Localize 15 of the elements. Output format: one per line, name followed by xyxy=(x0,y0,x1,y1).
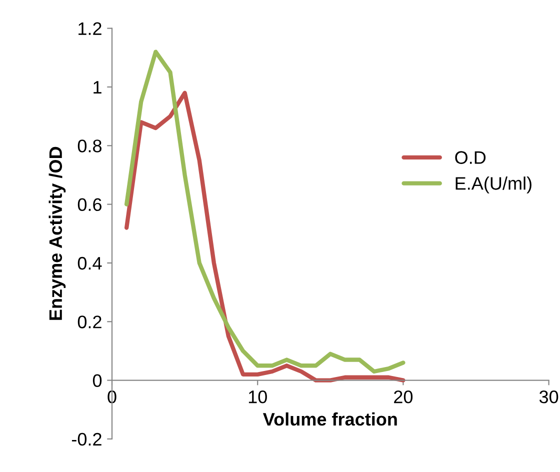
legend-label: O.D xyxy=(455,151,486,164)
x-tick-label: 30 xyxy=(539,390,558,404)
x-tick-label: 20 xyxy=(394,390,413,404)
y-tick-label: -0.2 xyxy=(72,432,102,446)
y-tick-label: 1 xyxy=(94,81,102,94)
y-tick-label: 0.2 xyxy=(78,316,102,328)
y-axis-title: Enzyme Activity /OD xyxy=(48,146,66,320)
x-tick-label: 10 xyxy=(248,390,267,404)
y-tick-label: 0.8 xyxy=(78,140,102,152)
y-tick-label: 0.6 xyxy=(78,198,102,212)
y-tick-label: 0 xyxy=(92,374,102,388)
y-tick-label: 0.4 xyxy=(78,256,102,270)
x-axis-title: Volume fraction xyxy=(262,412,397,426)
y-tick-label: 1.2 xyxy=(78,22,102,35)
legend-label: E.A(U/ml) xyxy=(456,176,532,194)
